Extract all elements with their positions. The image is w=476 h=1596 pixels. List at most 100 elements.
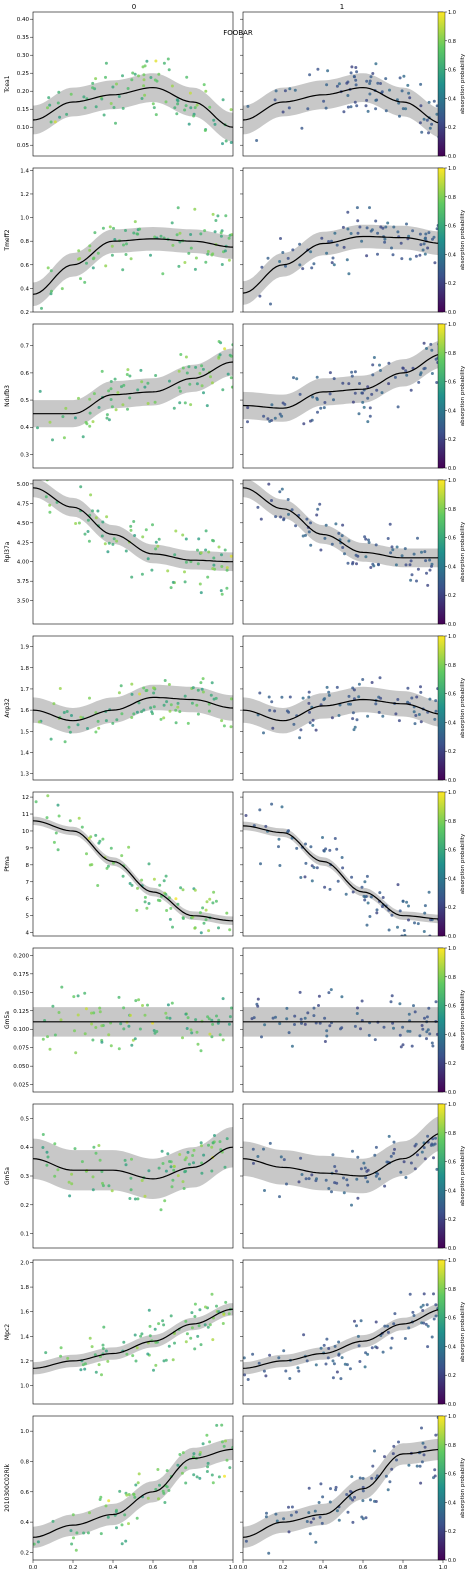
cell-point — [271, 726, 275, 730]
cell-point — [371, 1464, 375, 1468]
cell-point — [143, 900, 147, 904]
cell-point — [354, 83, 358, 87]
cell-point — [351, 890, 355, 894]
cell-point — [91, 509, 94, 513]
cell-point — [97, 1144, 101, 1147]
cell-point — [111, 85, 115, 89]
cell-point — [184, 560, 188, 564]
cell-point — [246, 1378, 250, 1381]
cell-point — [301, 267, 305, 271]
cell-point — [169, 1165, 173, 1169]
cell-point — [309, 1520, 313, 1524]
cell-point — [201, 367, 205, 371]
cell-point — [45, 816, 49, 820]
y-tick-label: 1.0 — [20, 1429, 29, 1435]
cell-point — [346, 94, 350, 97]
cell-point — [196, 562, 200, 566]
y-tick-label: 4 — [26, 931, 30, 937]
cell-point — [173, 1341, 176, 1345]
cell-point — [195, 382, 199, 386]
cell-point — [83, 1362, 87, 1366]
cell-point — [347, 539, 351, 543]
cell-point — [70, 1172, 74, 1176]
cell-point — [195, 1475, 199, 1479]
colorbar-tick-label: 0.6 — [448, 1004, 456, 1010]
cell-point — [139, 368, 143, 372]
cell-point — [368, 414, 372, 418]
cell-point — [407, 1326, 411, 1330]
cell-point — [246, 420, 249, 424]
cell-point — [88, 248, 92, 252]
cell-point — [365, 874, 369, 878]
cell-point — [48, 503, 52, 507]
cell-point — [368, 406, 372, 410]
cell-point — [422, 242, 426, 246]
cell-point — [383, 1184, 387, 1188]
cell-point — [101, 520, 105, 524]
cell-point — [423, 911, 427, 915]
panel-anp32-col-1 — [240, 635, 444, 781]
cell-point — [427, 1006, 431, 1010]
cell-point — [208, 105, 212, 109]
cell-point — [357, 695, 361, 699]
cell-point — [211, 1481, 215, 1485]
cell-point — [115, 1526, 118, 1530]
trend-line — [243, 235, 443, 294]
cell-point — [208, 1323, 212, 1327]
cell-point — [283, 89, 287, 93]
cell-point — [339, 1377, 343, 1381]
cell-point — [45, 1150, 49, 1154]
cell-point — [168, 709, 172, 713]
cell-point — [433, 717, 437, 721]
cell-point — [206, 575, 210, 579]
cell-point — [171, 243, 175, 247]
cell-point — [337, 531, 341, 535]
cell-point — [181, 1036, 184, 1040]
cell-point — [204, 918, 208, 922]
cell-point — [199, 1049, 203, 1053]
cell-point — [408, 96, 412, 100]
cell-point — [176, 902, 180, 906]
cell-point — [413, 722, 417, 726]
cell-point — [281, 110, 285, 114]
cell-point — [350, 65, 354, 69]
cell-point — [210, 1145, 214, 1149]
cell-point — [156, 1468, 160, 1471]
cell-point — [312, 262, 316, 266]
cell-point — [122, 243, 125, 247]
cell-point — [73, 1029, 76, 1033]
cell-point — [219, 589, 223, 593]
cell-point — [311, 395, 315, 399]
cell-point — [198, 582, 202, 586]
y-tick-label: 9 — [26, 846, 30, 852]
cell-point — [131, 1038, 135, 1042]
cell-point — [284, 1369, 288, 1373]
cell-point — [400, 89, 404, 93]
cell-point — [353, 1495, 356, 1499]
x-tick-label: 0.0 — [29, 1565, 38, 1571]
cell-point — [196, 712, 200, 716]
cell-point — [334, 522, 338, 526]
trend-line — [33, 487, 233, 563]
plot-area — [33, 340, 233, 442]
cell-point — [203, 229, 207, 233]
cell-point — [41, 1146, 45, 1149]
plot-area — [33, 677, 233, 744]
cell-point — [270, 802, 274, 806]
cell-point — [426, 1324, 430, 1328]
cell-point — [114, 1510, 118, 1514]
cell-point — [193, 207, 197, 211]
confidence-band — [33, 816, 233, 925]
cell-point — [417, 380, 421, 384]
cell-point — [146, 1352, 150, 1356]
y-tick-label: 0.2 — [20, 1550, 29, 1556]
cell-point — [374, 219, 378, 223]
cell-point — [349, 702, 352, 706]
cell-point — [222, 1444, 226, 1448]
cell-point — [347, 272, 351, 276]
cell-point — [221, 142, 224, 146]
cell-point — [308, 710, 311, 714]
cell-point — [137, 74, 140, 78]
cell-point — [363, 1166, 367, 1170]
